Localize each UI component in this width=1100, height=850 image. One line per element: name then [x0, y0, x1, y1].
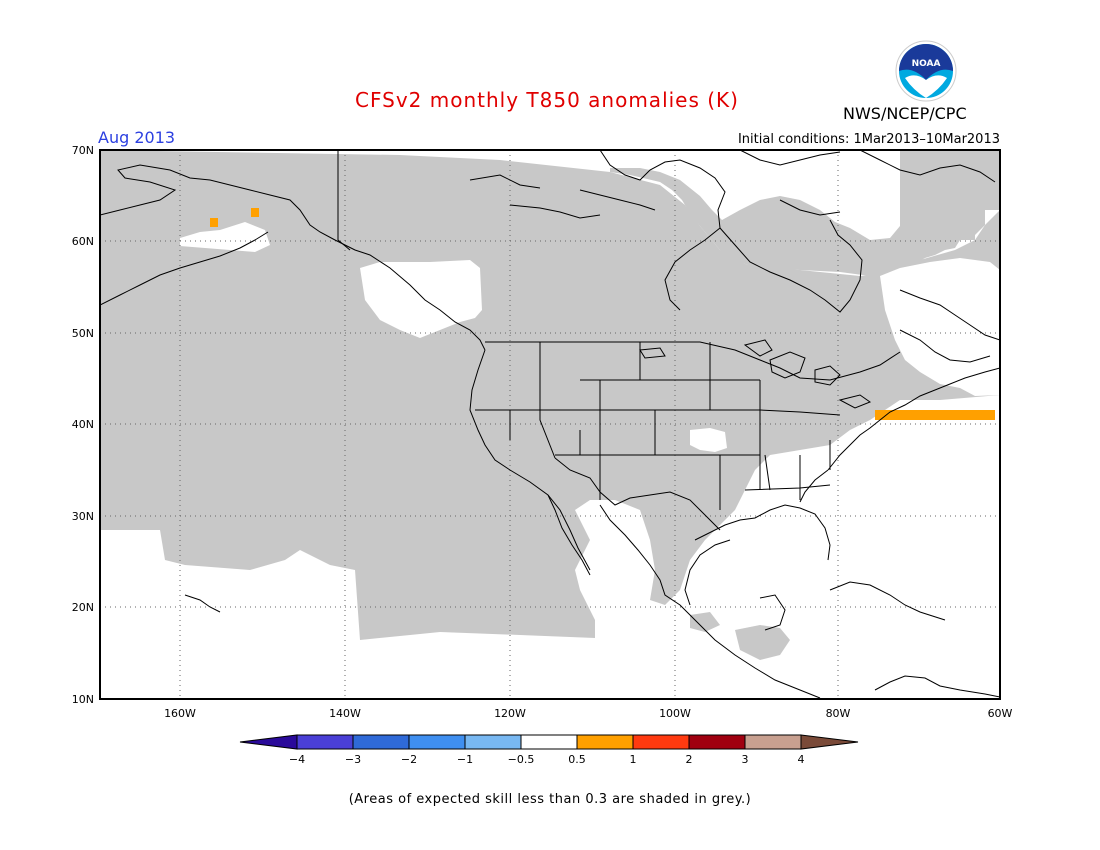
- colorbar-segment: [688, 734, 746, 750]
- lat-label: 40N: [72, 418, 94, 431]
- colorbar-segment: [632, 734, 690, 750]
- lon-label: 120W: [494, 707, 526, 720]
- lon-label: 80W: [826, 707, 851, 720]
- coastlines: [100, 150, 1000, 699]
- colorbar-segment: [352, 734, 410, 750]
- lat-label: 50N: [72, 327, 94, 340]
- anomaly-cell: [875, 410, 995, 420]
- skill-footnote: (Areas of expected skill less than 0.3 a…: [348, 792, 752, 807]
- colorbar-segment: [520, 734, 578, 750]
- colorbar-label: 4: [798, 753, 805, 766]
- colorbar-label: −2: [401, 753, 417, 766]
- colorbar-segment: [408, 734, 466, 750]
- forecast-month: Aug 2013: [98, 128, 176, 147]
- colorbar-label: 3: [742, 753, 749, 766]
- lon-label: 160W: [164, 707, 196, 720]
- map-frame: [99, 149, 1001, 700]
- agency-label: NWS/NCEP/CPC: [843, 104, 967, 123]
- lon-label: 60W: [988, 707, 1013, 720]
- lat-label: 20N: [72, 601, 94, 614]
- anomaly-cell: [210, 218, 218, 227]
- longitude-axis: 160W 140W 120W 100W 80W 60W: [164, 707, 1012, 720]
- borders: [337, 150, 901, 531]
- skill-gap-area: [360, 260, 482, 338]
- grey-skill-area: [100, 150, 1000, 640]
- skill-gap-area: [690, 428, 727, 452]
- lat-label: 70N: [72, 144, 94, 157]
- colorbar-label: −4: [289, 753, 305, 766]
- colorbar: [239, 734, 859, 750]
- initial-conditions: Initial conditions: 1Mar2013–10Mar2013: [737, 132, 1000, 147]
- skill-mask-layer: [100, 150, 1000, 699]
- lat-label: 60N: [72, 235, 94, 248]
- lakes: [639, 339, 872, 409]
- colorbar-label: −3: [345, 753, 361, 766]
- grey-skill-area: [735, 625, 790, 660]
- grey-skill-area: [690, 612, 720, 632]
- grey-skill-area: [100, 150, 1000, 276]
- anomaly-cell: [251, 208, 259, 217]
- colorbar-label: −1: [457, 753, 473, 766]
- colorbar-label: 0.5: [568, 753, 586, 766]
- colorbar-label: 2: [686, 753, 693, 766]
- latitude-axis: 70N 60N 50N 40N 30N 20N 10N: [72, 144, 94, 706]
- noaa-logo-icon: NOAA: [895, 40, 957, 102]
- logo-lettering: NOAA: [912, 59, 941, 69]
- colorbar-segment: [576, 734, 634, 750]
- lon-label: 140W: [329, 707, 361, 720]
- colorbar-segment: [800, 734, 859, 750]
- colorbar-label: 1: [630, 753, 637, 766]
- colorbar-segment: [744, 734, 802, 750]
- colorbar-label: −0.5: [508, 753, 535, 766]
- graticule: [100, 150, 1000, 699]
- colorbar-segment: [296, 734, 354, 750]
- map-title: CFSv2 monthly T850 anomalies (K): [355, 88, 739, 112]
- lat-label: 30N: [72, 510, 94, 523]
- lat-label: 10N: [72, 693, 94, 706]
- lon-label: 100W: [659, 707, 691, 720]
- colorbar-labels: −4 −3 −2 −1 −0.5 0.5 1 2 3 4: [289, 753, 805, 766]
- colorbar-segment: [464, 734, 522, 750]
- skill-gap-area: [865, 472, 930, 515]
- colorbar-segment: [239, 734, 298, 750]
